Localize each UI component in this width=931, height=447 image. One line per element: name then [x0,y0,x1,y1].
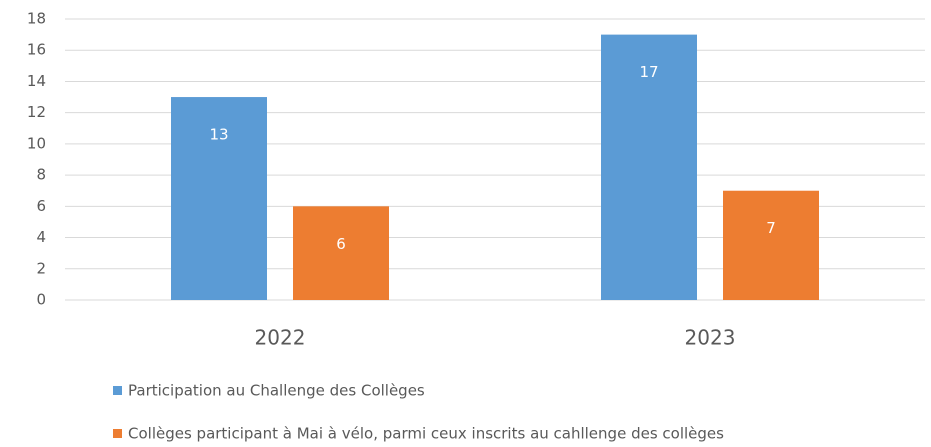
y-tick-label: 6 [36,197,46,215]
y-tick-label: 2 [36,259,46,277]
x-tick-label: 2023 [685,326,736,350]
y-tick-label: 8 [36,166,46,184]
y-tick-label: 18 [27,10,46,28]
legend-swatch [113,386,122,395]
y-tick-label: 4 [36,228,46,246]
bar [723,190,819,300]
legend-label: Participation au Challenge des Collèges [128,382,425,400]
y-tick-label: 12 [27,103,46,121]
bar [171,97,267,300]
data-label: 13 [209,126,228,144]
data-label: 6 [336,235,346,253]
data-label: 17 [639,63,658,81]
x-tick-label: 2022 [255,326,306,350]
y-tick-label: 10 [27,134,46,152]
y-tick-label: 0 [36,291,46,309]
y-tick-label: 14 [27,72,46,90]
y-tick-label: 16 [27,41,46,59]
bar [601,34,697,300]
legend-label: Collèges participant à Mai à vélo, parmi… [128,425,724,443]
legend-swatch [113,429,122,438]
bar [293,206,389,300]
data-label: 7 [766,219,776,237]
